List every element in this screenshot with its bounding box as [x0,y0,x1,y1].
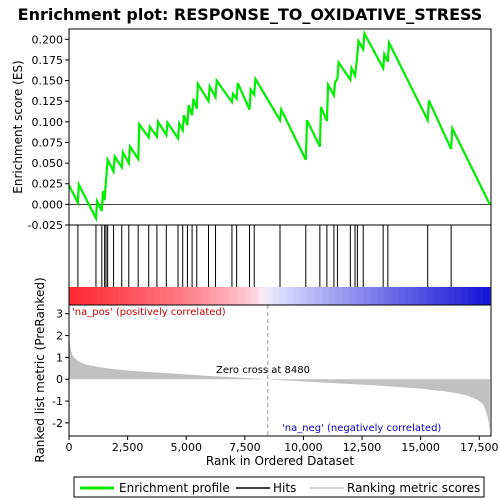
color-bar-segment [357,287,365,305]
color-bar-segment [244,287,252,305]
color-bar-segment [160,287,168,305]
color-bar-segment [132,287,140,305]
x-tick-label: 17,500 [460,441,499,454]
metric-y-tick-label: 2 [56,330,63,343]
color-bar-segment [427,287,435,305]
color-bar-segment [258,287,266,305]
es-y-tick-label: 0.025 [32,178,64,191]
es-y-tick-label: 0.050 [32,157,64,170]
color-bar-segment [146,287,154,305]
color-bar-segment [167,287,175,305]
color-bar-segment [195,287,203,305]
metric-y-tick-label: 1 [56,351,63,364]
rank-color-bar [69,287,490,305]
x-axis-label: Rank in Ordered Dataset [206,454,354,468]
metric-y-tick-label: 3 [56,308,63,321]
es-y-tick-label: 0.175 [32,54,64,67]
color-bar-segment [343,287,351,305]
color-bar-segment [265,287,273,305]
es-y-tick-label: 0.200 [32,33,64,46]
x-tick-label: 2,500 [112,441,144,454]
color-bar-segment [272,287,280,305]
es-y-axis-label: Enrichment score (ES) [11,60,25,193]
color-bar-segment [462,287,470,305]
color-bar-segment [307,287,315,305]
color-bar-segment [469,287,477,305]
chart-title: Enrichment plot: RESPONSE_TO_OXIDATIVE_S… [18,5,483,24]
color-bar-segment [314,287,322,305]
color-bar-segment [321,287,329,305]
color-bar-segment [104,287,112,305]
color-bar-segment [230,287,238,305]
color-bar-segment [181,287,189,305]
color-bar-segment [378,287,386,305]
hits-panel [69,225,491,305]
es-y-tick-label: -0.025 [28,219,63,232]
neg-label: 'na_neg' (negatively correlated) [282,423,441,434]
metric-y-tick-label: -1 [52,395,63,408]
x-tick-label: 0 [66,441,73,454]
color-bar-segment [329,287,337,305]
legend: Enrichment profile Hits Ranking metric s… [74,477,484,497]
color-bar-segment [448,287,456,305]
color-bar-segment [111,287,119,305]
color-bar-segment [216,287,224,305]
color-bar-segment [209,287,217,305]
color-bar-segment [286,287,294,305]
x-tick-label: 15,000 [401,441,440,454]
x-tick-label: 12,500 [343,441,382,454]
metric-y-tick-label: 0 [56,373,63,386]
color-bar-segment [434,287,442,305]
color-bar-segment [413,287,421,305]
color-bar-segment [420,287,428,305]
x-tick-label: 10,000 [284,441,323,454]
x-tick-label: 7,500 [229,441,261,454]
color-bar-segment [300,287,308,305]
color-bar-segment [399,287,407,305]
color-bar-segment [441,287,449,305]
color-bar-segment [279,287,287,305]
color-bar-segment [385,287,393,305]
es-y-tick-label: 0.100 [32,116,64,129]
metric-y-axis-label: Ranked list metric (PreRanked) [33,277,47,462]
color-bar-segment [476,287,484,305]
color-bar-segment [350,287,358,305]
x-tick-label: 5,000 [170,441,202,454]
color-bar-segment [83,287,91,305]
color-bar-segment [202,287,210,305]
color-bar-segment [118,287,126,305]
legend-label-hits: Hits [273,481,296,495]
color-bar-segment [455,287,463,305]
legend-label-enrichment: Enrichment profile [119,481,230,495]
color-bar-segment [371,287,379,305]
color-bar-segment [406,287,414,305]
color-bar-segment [237,287,245,305]
es-y-tick-label: 0.075 [32,136,64,149]
legend-label-metric: Ranking metric scores [347,481,480,495]
color-bar-segment [336,287,344,305]
color-bar-segment [364,287,372,305]
color-bar-segment [223,287,231,305]
color-bar-segment [90,287,98,305]
color-bar-segment [483,287,491,305]
color-bar-segment [174,287,182,305]
color-bar-segment [97,287,105,305]
color-bar-segment [251,287,259,305]
color-bar-segment [69,287,77,305]
zero-cross-label: Zero cross at 8480 [216,365,310,376]
es-y-tick-label: 0.000 [32,198,64,211]
metric-y-tick-label: -2 [52,417,63,430]
es-y-tick-label: 0.150 [32,75,64,88]
color-bar-segment [76,287,84,305]
es-y-tick-label: 0.125 [32,95,64,108]
color-bar-segment [153,287,161,305]
color-bar-segment [125,287,133,305]
color-bar-segment [188,287,196,305]
color-bar-segment [139,287,147,305]
pos-label: 'na_pos' (positively correlated) [72,307,226,318]
color-bar-segment [293,287,301,305]
color-bar-segment [392,287,400,305]
